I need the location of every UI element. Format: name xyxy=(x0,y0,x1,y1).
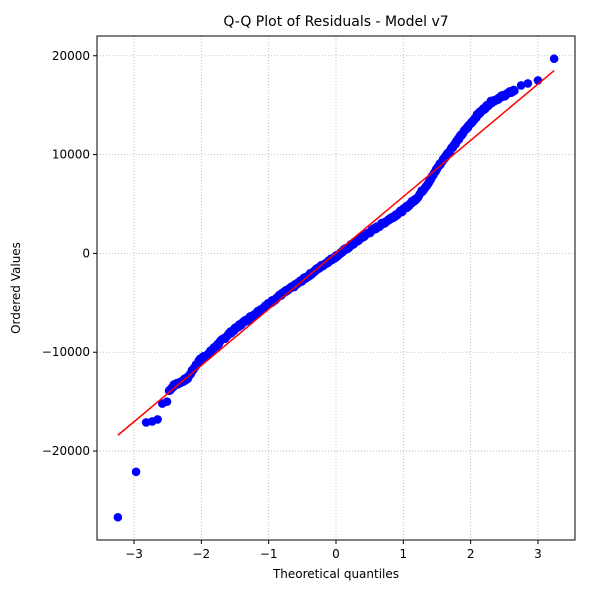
x-tick-label: 0 xyxy=(332,547,340,561)
x-tick-label: −2 xyxy=(193,547,211,561)
x-tick-label: 3 xyxy=(534,547,542,561)
fit-line-group xyxy=(117,70,555,436)
fit-line xyxy=(117,70,555,436)
x-tick-label: 1 xyxy=(400,547,408,561)
y-tick-label: 10000 xyxy=(52,148,90,162)
data-points xyxy=(113,54,559,522)
x-axis-label: Theoretical quantiles xyxy=(272,567,399,581)
chart-title: Q-Q Plot of Residuals - Model v7 xyxy=(223,14,448,30)
y-tick-label: 0 xyxy=(82,246,90,260)
y-axis-ticks: −20000 −10000 0 10000 20000 xyxy=(42,49,97,458)
data-point xyxy=(153,415,162,424)
x-tick-label: −3 xyxy=(125,547,143,561)
y-tick-label: −10000 xyxy=(42,345,90,359)
data-point xyxy=(131,467,141,477)
y-tick-label: 20000 xyxy=(52,49,90,63)
data-point xyxy=(510,86,519,96)
y-tick-label: −20000 xyxy=(42,444,90,458)
data-point xyxy=(113,512,123,522)
data-point xyxy=(523,79,533,88)
data-point xyxy=(516,81,526,90)
x-tick-label: 2 xyxy=(467,547,475,561)
y-axis-label: Ordered Values xyxy=(9,242,23,334)
data-point xyxy=(549,54,559,64)
x-tick-label: −1 xyxy=(260,547,278,561)
data-point xyxy=(162,397,172,406)
x-axis-ticks: −3 −2 −1 0 1 2 3 xyxy=(125,540,542,561)
